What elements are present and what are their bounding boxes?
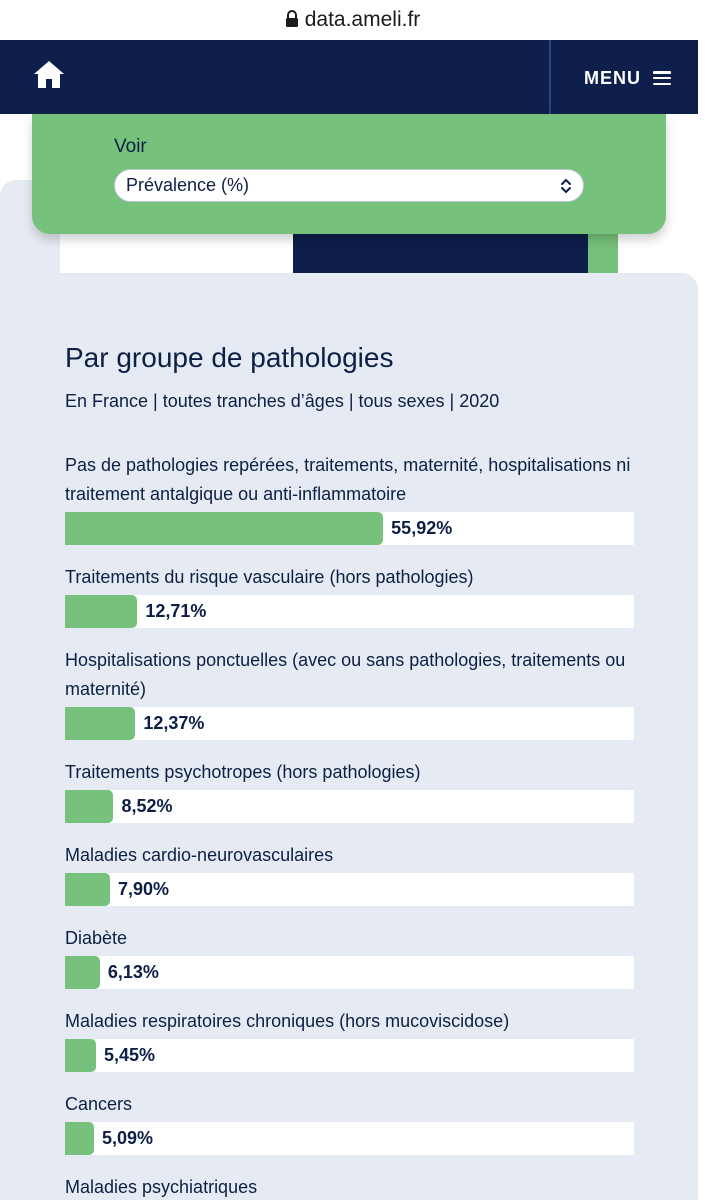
- hamburger-icon: [653, 71, 671, 85]
- chart-item: Traitements psychotropes (hors pathologi…: [65, 758, 634, 823]
- bar-track: 5,09%: [65, 1122, 634, 1155]
- pathology-bar-chart: Pas de pathologies repérées, traitements…: [65, 451, 634, 1200]
- bar-track: 55,92%: [65, 512, 634, 545]
- bar: [65, 790, 114, 823]
- filter-label: Voir: [114, 136, 147, 157]
- menu-button[interactable]: MENU: [584, 64, 671, 92]
- menu-label: MENU: [584, 67, 641, 88]
- bar-value-label: 5,45%: [104, 1045, 156, 1065]
- bar: [65, 873, 110, 906]
- section-subtitle: En France | toutes tranches d’âges | tou…: [65, 391, 500, 411]
- home-icon[interactable]: [32, 58, 66, 92]
- bar: [65, 595, 138, 628]
- bar: [65, 1039, 96, 1072]
- section-title: Par groupe de pathologies: [65, 342, 394, 373]
- bar-track: 7,90%: [65, 873, 634, 906]
- category-label: Diabète: [65, 928, 128, 948]
- decorative-strip: [588, 230, 618, 274]
- chart-item: Diabète 6,13%: [65, 924, 634, 989]
- bar-track: 12,37%: [65, 707, 634, 740]
- chart-item: Cancers 5,09%: [65, 1090, 634, 1155]
- lock-icon: [285, 10, 298, 27]
- bar: [65, 707, 136, 740]
- indicator-select-value: Prévalence (%): [126, 175, 250, 195]
- decorative-block: [293, 230, 588, 274]
- indicator-select[interactable]: Prévalence (%): [114, 169, 584, 202]
- bar-track: 6,13%: [65, 956, 634, 989]
- bar: [65, 512, 384, 545]
- bar: [65, 956, 100, 989]
- nav-divider: [549, 40, 551, 114]
- category-label: Pas de pathologies repérées, traitements…: [65, 455, 631, 504]
- bar-track: 8,52%: [65, 790, 634, 823]
- category-label: Traitements psychotropes (hors pathologi…: [65, 762, 421, 782]
- chart-item: Pas de pathologies repérées, traitements…: [65, 451, 634, 545]
- top-navbar: MENU: [0, 40, 698, 114]
- chart-item: Hospitalisations ponctuelles (avec ou sa…: [65, 646, 634, 740]
- category-label: Maladies cardio-neurovasculaires: [65, 845, 334, 865]
- chart-item: Maladies psychiatriques4,18%: [65, 1173, 634, 1200]
- chevron-updown-icon: [561, 178, 571, 194]
- chart-item: Maladies respiratoires chroniques (hors …: [65, 1007, 634, 1072]
- bar-value-label: 8,52%: [121, 796, 173, 816]
- filter-card: Voir Prévalence (%): [32, 114, 666, 234]
- category-label: Traitements du risque vasculaire (hors p…: [65, 567, 474, 587]
- bar-value-label: 12,37%: [143, 713, 205, 733]
- category-label: Maladies respiratoires chroniques (hors …: [65, 1011, 510, 1031]
- category-label: Cancers: [65, 1094, 133, 1114]
- chart-item: Traitements du risque vasculaire (hors p…: [65, 563, 634, 628]
- category-label: Maladies psychiatriques: [65, 1177, 258, 1197]
- bar-value-label: 5,09%: [101, 1128, 153, 1148]
- chart-item: Maladies cardio-neurovasculaires 7,90%: [65, 841, 634, 906]
- pathology-panel: Par groupe de pathologies En France | to…: [0, 273, 698, 1200]
- bar-value-label: 7,90%: [117, 879, 169, 899]
- bar-value-label: 6,13%: [107, 962, 159, 982]
- bar: [65, 1122, 94, 1155]
- bar-value-label: 12,71%: [145, 601, 207, 621]
- bar-track: 5,45%: [65, 1039, 634, 1072]
- url-text: data.ameli.fr: [304, 8, 421, 31]
- bar-value-label: 55,92%: [391, 518, 453, 538]
- bar-track: 12,71%: [65, 595, 634, 628]
- category-label: Hospitalisations ponctuelles (avec ou sa…: [65, 650, 626, 699]
- address-bar[interactable]: data.ameli.fr: [0, 0, 705, 40]
